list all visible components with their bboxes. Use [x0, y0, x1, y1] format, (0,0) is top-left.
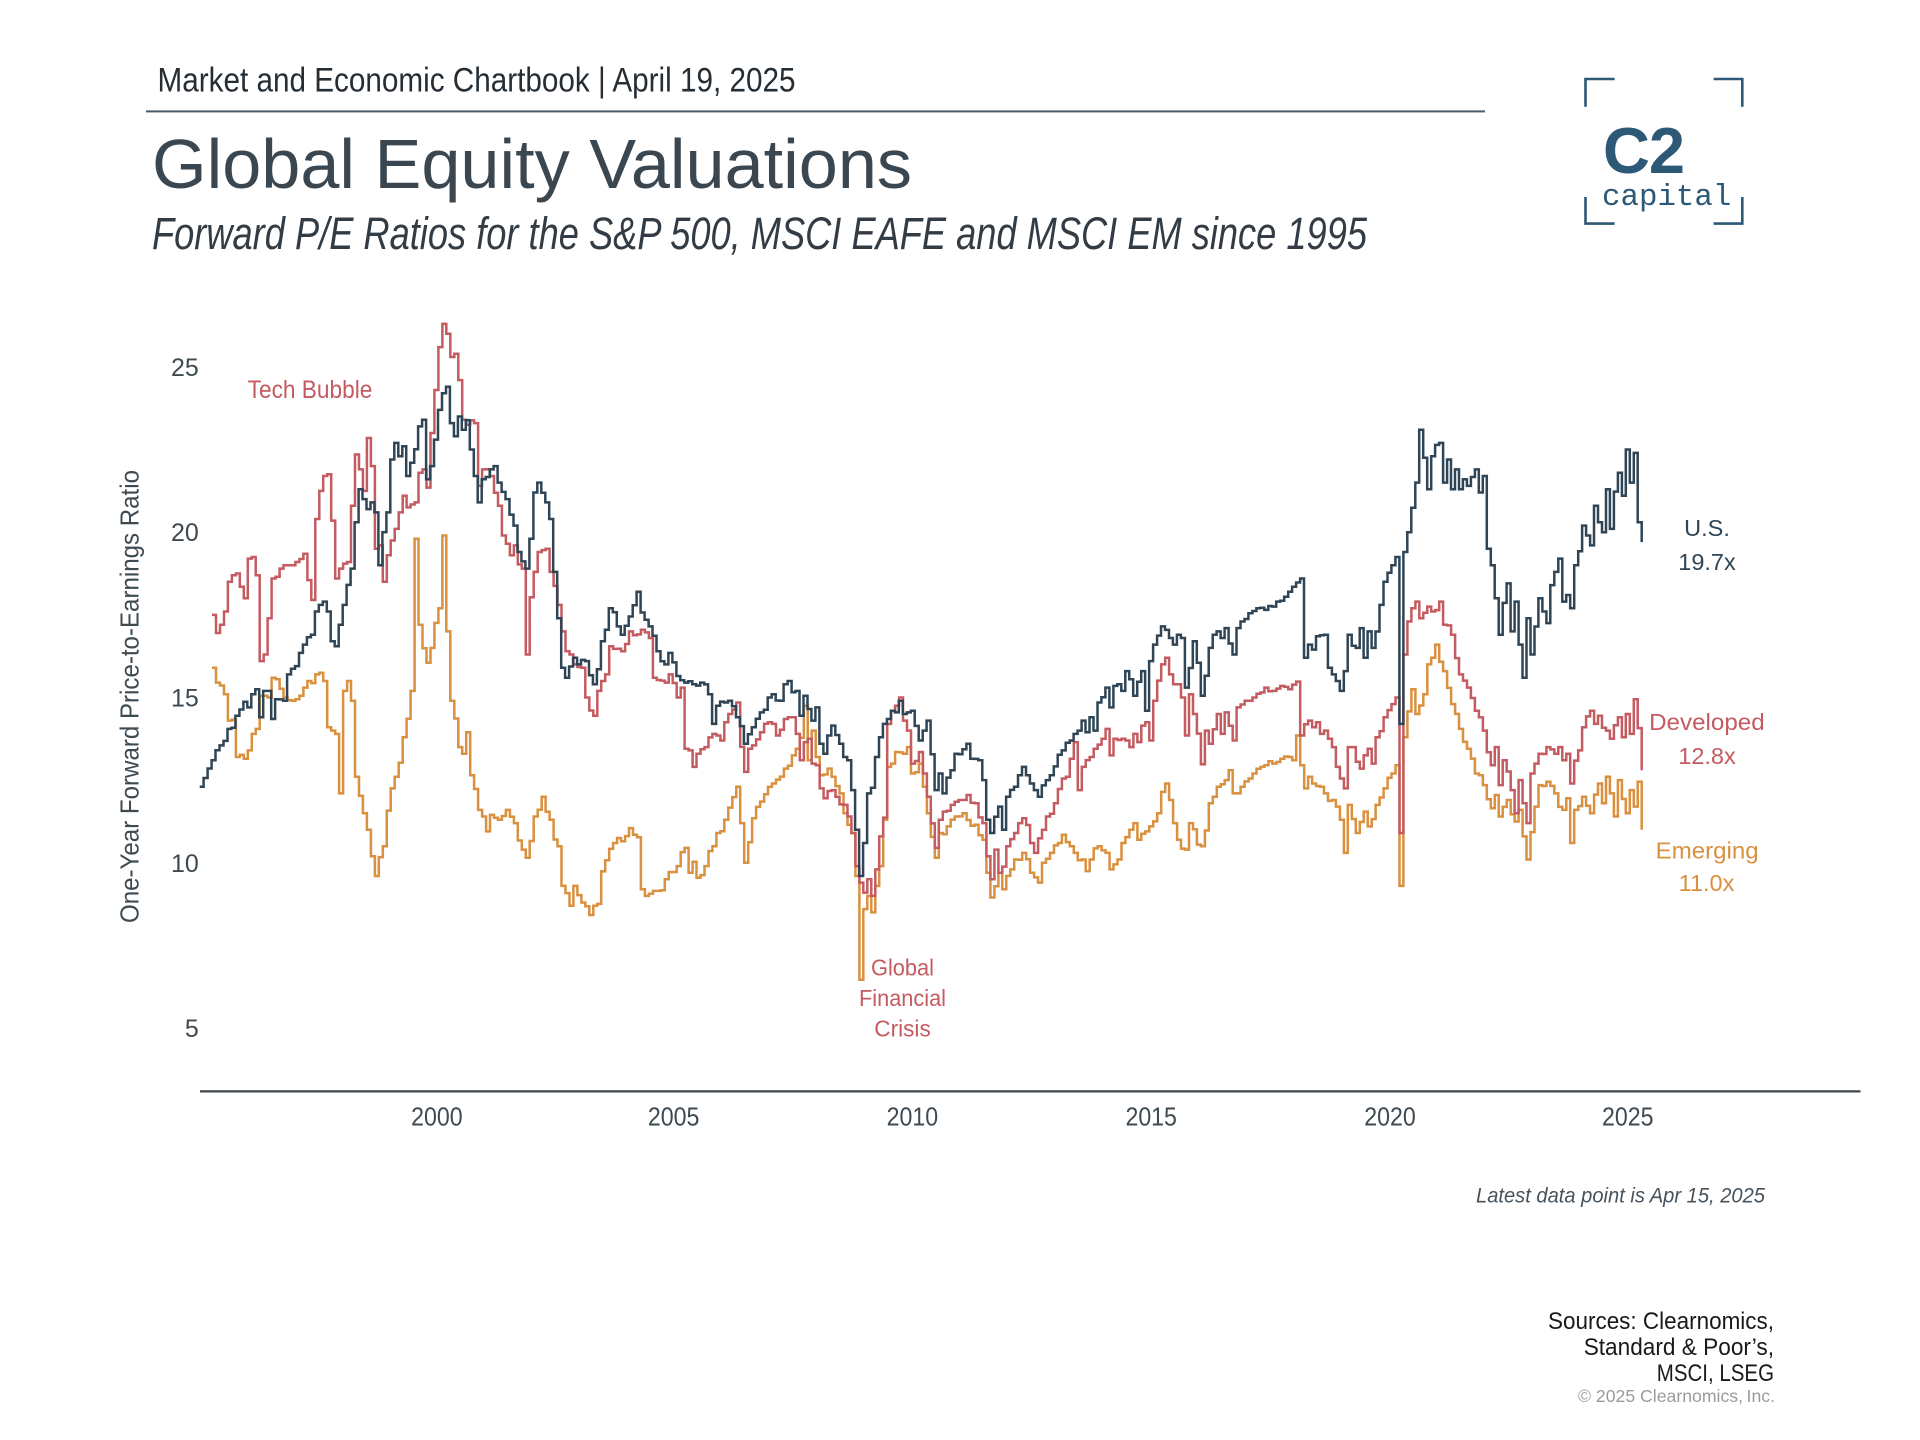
svg-text:25: 25	[171, 354, 199, 382]
svg-text:C2: C2	[1603, 114, 1684, 187]
svg-text:2000: 2000	[411, 1102, 463, 1132]
svg-text:Market and Economic Chartbook: Market and Economic Chartbook | April 19…	[158, 62, 796, 100]
svg-text:Forward P/E Ratios for the S&P: Forward P/E Ratios for the S&P 500, MSCI…	[152, 208, 1368, 259]
svg-text:15: 15	[171, 685, 199, 713]
svg-text:Emerging: Emerging	[1656, 837, 1759, 863]
svg-text:10: 10	[171, 850, 199, 878]
svg-text:Crisis: Crisis	[874, 1016, 931, 1042]
svg-text:capital: capital	[1602, 180, 1731, 215]
svg-text:2010: 2010	[887, 1102, 939, 1132]
svg-text:Standard & Poor’s,: Standard & Poor’s,	[1584, 1334, 1774, 1361]
svg-text:Developed: Developed	[1649, 709, 1765, 735]
svg-text:Global Equity Valuations: Global Equity Valuations	[152, 125, 912, 203]
svg-text:2025: 2025	[1602, 1102, 1654, 1132]
svg-text:2020: 2020	[1364, 1102, 1416, 1132]
svg-text:5: 5	[185, 1015, 199, 1043]
svg-text:Latest data point is Apr 15, 2: Latest data point is Apr 15, 2025	[1476, 1184, 1765, 1207]
svg-text:MSCI, LSEG: MSCI, LSEG	[1657, 1360, 1774, 1387]
svg-text:20: 20	[171, 519, 199, 547]
svg-text:© 2025 Clearnomics, Inc.: © 2025 Clearnomics, Inc.	[1578, 1386, 1775, 1406]
svg-text:2015: 2015	[1125, 1102, 1177, 1132]
svg-text:Financial: Financial	[859, 985, 946, 1011]
svg-text:U.S.: U.S.	[1684, 515, 1730, 541]
svg-text:Global: Global	[871, 955, 934, 981]
svg-text:Tech Bubble: Tech Bubble	[248, 376, 373, 404]
svg-text:Sources: Clearnomics,: Sources: Clearnomics,	[1548, 1308, 1774, 1335]
svg-text:12.8x: 12.8x	[1678, 743, 1736, 769]
svg-text:19.7x: 19.7x	[1678, 549, 1736, 575]
svg-text:11.0x: 11.0x	[1679, 870, 1735, 896]
svg-text:One-Year Forward Price-to-Earn: One-Year Forward Price-to-Earnings Ratio	[115, 470, 145, 923]
svg-text:2005: 2005	[648, 1102, 700, 1132]
